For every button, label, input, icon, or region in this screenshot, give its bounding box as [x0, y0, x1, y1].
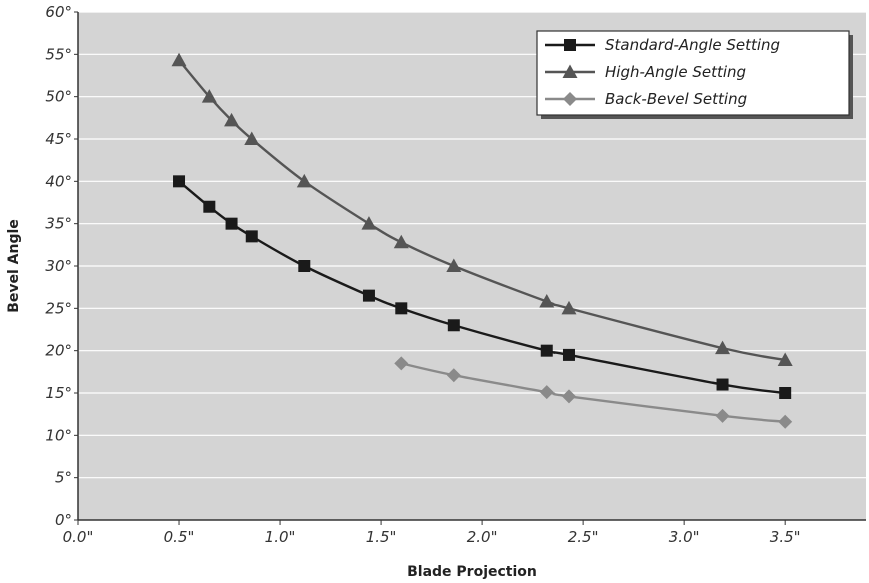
data-point [779, 387, 791, 399]
y-tick-label: 5° [55, 469, 72, 487]
data-point [226, 218, 238, 230]
x-tick-label: 2.0" [467, 528, 498, 546]
y-tick-label: 60° [45, 3, 72, 21]
y-tick-label: 50° [45, 88, 72, 106]
y-tick-label: 0° [55, 511, 72, 529]
legend-label: High-Angle Setting [605, 63, 746, 81]
y-axis-title: Bevel Angle [6, 219, 22, 313]
data-point [448, 319, 460, 331]
x-axis-title: Blade Projection [407, 564, 537, 580]
x-tick-label: 0.5" [164, 528, 195, 546]
legend-label: Back-Bevel Setting [605, 90, 747, 108]
x-tick-label: 1.0" [265, 528, 296, 546]
legend-marker [564, 39, 576, 51]
x-tick-label: 3.0" [669, 528, 700, 546]
y-tick-label: 45° [45, 130, 72, 148]
data-point [246, 230, 258, 242]
data-point [395, 302, 407, 314]
x-tick-label: 3.5" [770, 528, 801, 546]
y-tick-label: 20° [45, 342, 72, 360]
x-tick-labels: 0.0" 0.5" 1.0" 1.5" 2.0" 2.5" 3.0" 3.5" [63, 520, 801, 546]
y-tick-label: 30° [45, 257, 72, 275]
y-tick-label: 10° [45, 426, 72, 444]
x-tick-label: 1.5" [366, 528, 397, 546]
x-tick-label: 2.5" [568, 528, 599, 546]
data-point [363, 290, 375, 302]
data-point [563, 349, 575, 361]
y-tick-label: 35° [45, 215, 72, 233]
y-tick-label: 25° [45, 299, 72, 317]
data-point [541, 345, 553, 357]
data-point [717, 379, 729, 391]
x-tick-label: 0.0" [63, 528, 94, 546]
y-tick-label: 55° [45, 45, 72, 63]
data-point [203, 201, 215, 213]
legend-label: Standard-Angle Setting [605, 36, 780, 54]
y-tick-label: 15° [45, 384, 72, 402]
data-point [298, 260, 310, 272]
data-point [173, 175, 185, 187]
legend: Standard-Angle Setting High-Angle Setting… [537, 31, 853, 119]
y-tick-labels: 0° 5° 10° 15° 20° 25° 30° 35° 40° 45° 50° 55° 60° [45, 3, 78, 529]
y-tick-label: 40° [45, 172, 72, 190]
